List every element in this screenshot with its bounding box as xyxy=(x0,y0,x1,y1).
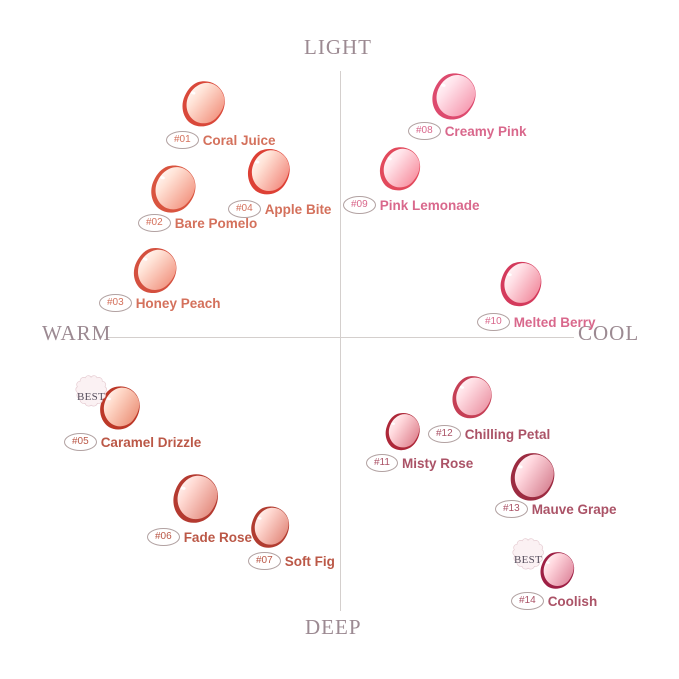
svg-text:BEST: BEST xyxy=(77,391,105,403)
svg-text:BEST: BEST xyxy=(514,554,542,566)
